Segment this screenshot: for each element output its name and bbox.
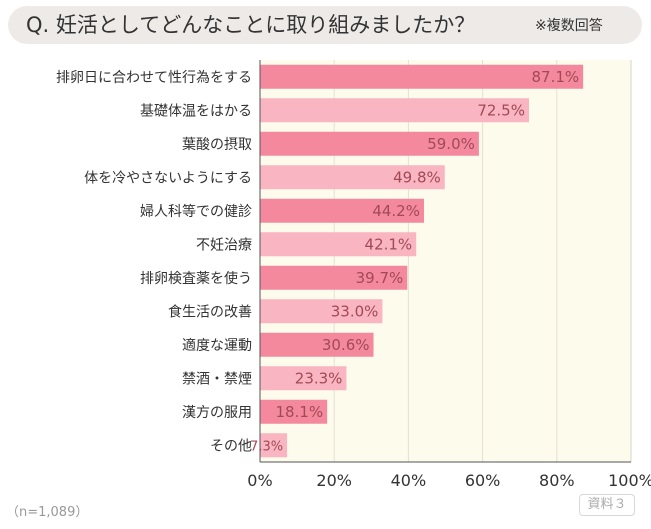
x-tick-label: 60% — [465, 471, 501, 490]
question-banner: Q. 妊活としてどんなことに取り組みましたか？ ※複数回答 — [8, 6, 642, 44]
value-label: 44.2% — [372, 202, 420, 220]
category-label: 食生活の改善 — [168, 303, 252, 320]
bar — [260, 131, 479, 156]
bar — [260, 232, 417, 257]
x-tick-label: 100% — [608, 471, 651, 490]
value-label: 59.0% — [427, 135, 475, 153]
category-label: 基礎体温をはかる — [140, 102, 252, 119]
value-label: 49.8% — [393, 168, 441, 186]
bar — [260, 399, 328, 424]
x-tick-label: 20% — [316, 471, 352, 490]
value-label: 30.6% — [322, 336, 370, 354]
category-label: 葉酸の摂取 — [182, 137, 252, 153]
bar — [260, 165, 445, 190]
question-title: Q. 妊活としてどんなことに取り組みましたか？ — [26, 13, 476, 37]
value-label: 72.5% — [477, 101, 525, 119]
category-label: 不妊治療 — [196, 236, 252, 253]
bar — [260, 366, 347, 391]
category-label: 排卵検査薬を使う — [140, 270, 252, 287]
source-badge: 資料３ — [579, 494, 635, 516]
sample-size-note: （n=1,089） — [6, 505, 89, 520]
category-label: 適度な運動 — [182, 337, 252, 354]
value-label: 87.1% — [531, 68, 579, 86]
category-label: その他 — [210, 438, 252, 454]
bar — [260, 299, 383, 324]
x-tick-label: 40% — [391, 471, 427, 490]
category-label: 婦人科等での健診 — [140, 203, 252, 220]
bar — [260, 265, 408, 290]
value-label: 33.0% — [331, 302, 379, 320]
value-label: 39.7% — [356, 269, 404, 287]
value-label: 23.3% — [295, 369, 343, 387]
multiple-answer-note: ※複数回答 — [535, 18, 603, 34]
bar — [260, 198, 424, 223]
value-label: 18.1% — [275, 403, 323, 421]
bar — [260, 98, 529, 123]
bar — [260, 332, 374, 357]
category-label: 体を冷やさないようにする — [84, 170, 252, 186]
plot-area — [260, 60, 631, 462]
category-label: 排卵日に合わせて性行為をする — [56, 70, 252, 86]
x-tick-label: 80% — [539, 471, 575, 490]
value-label: 42.1% — [365, 235, 413, 253]
value-label: 7.3% — [250, 439, 283, 454]
category-label: 禁酒・禁煙 — [182, 371, 252, 387]
x-tick-label: 0% — [247, 471, 272, 490]
bar — [260, 433, 288, 458]
category-label: 漢方の服用 — [182, 405, 252, 421]
bar — [260, 64, 584, 89]
